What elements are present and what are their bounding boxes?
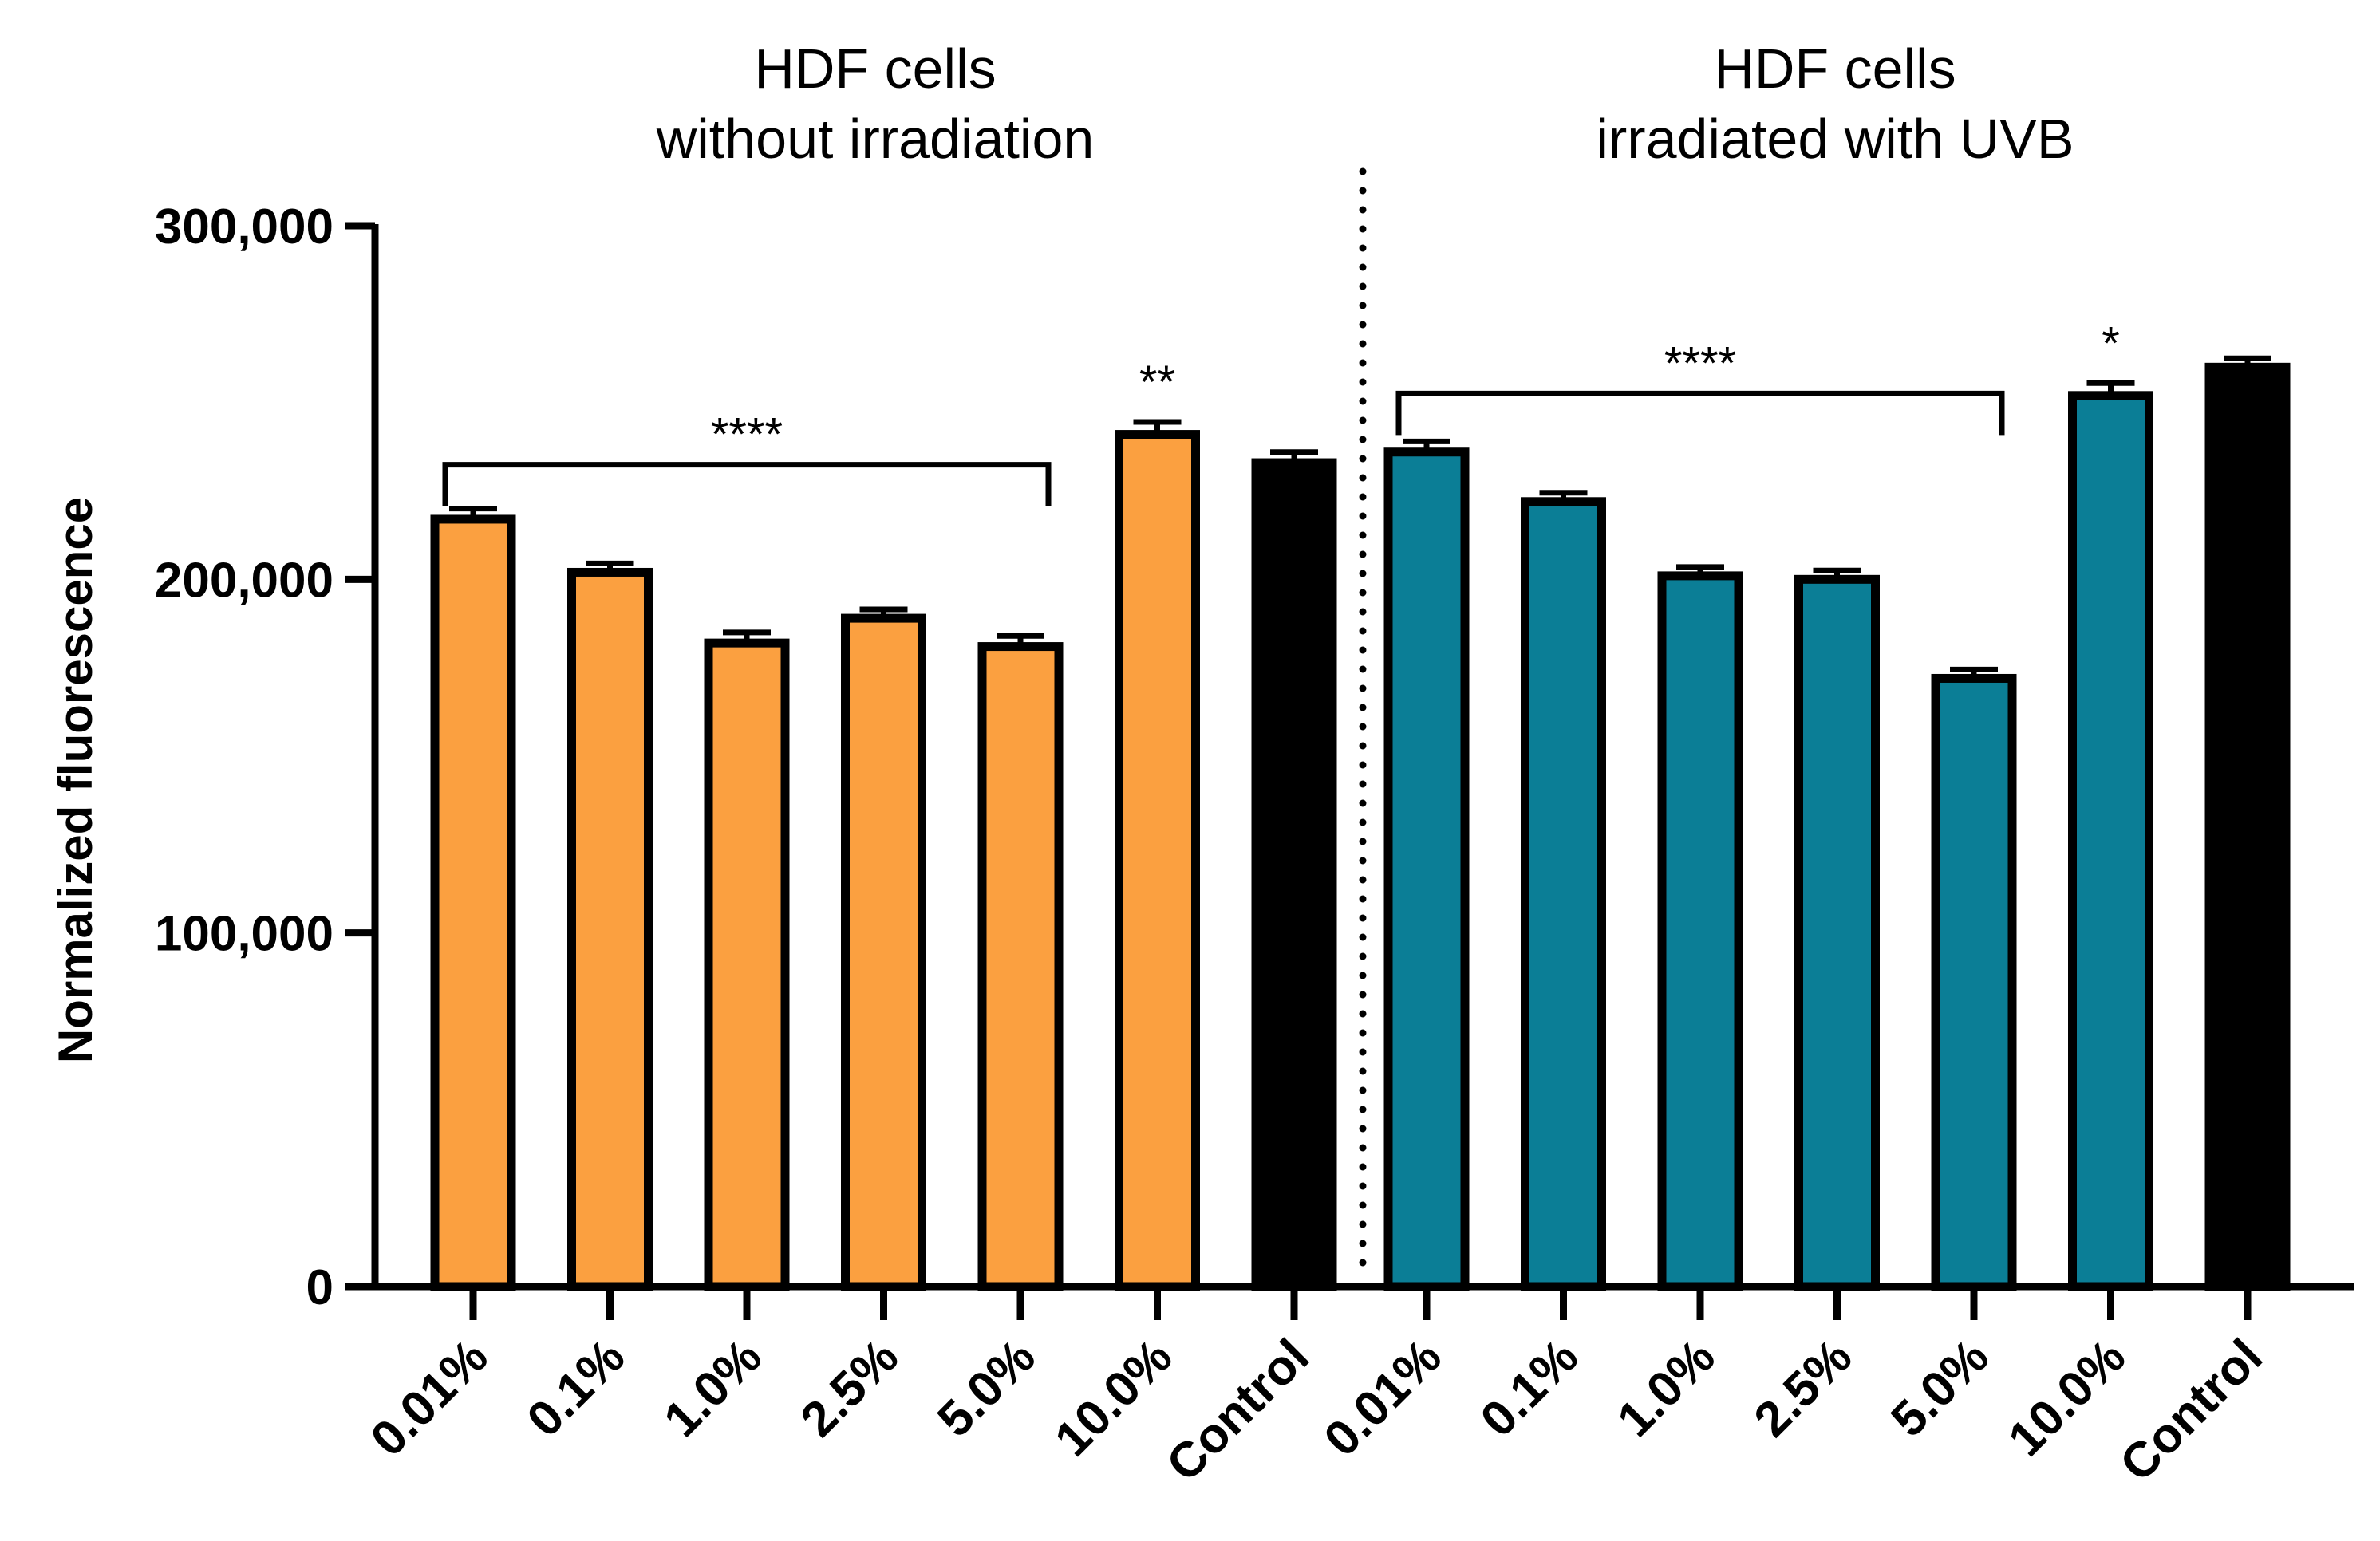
x-tick-label: 0.1% — [1470, 1329, 1589, 1448]
y-axis-label: Normalized fluorescence — [49, 497, 102, 1063]
bar — [1115, 430, 1200, 1291]
significance-label: ** — [1139, 357, 1175, 408]
x-tick-label: 2.5% — [1744, 1329, 1863, 1448]
bar — [977, 642, 1064, 1291]
x-tick-label: 1.0% — [653, 1329, 772, 1448]
y-tick-label: 100,000 — [155, 907, 334, 962]
group-titles: HDF cells without irradiation HDF cells irr… — [656, 37, 2074, 170]
bar — [704, 638, 790, 1291]
x-tick-label: 0.1% — [517, 1329, 636, 1448]
x-tick-label: 1.0% — [1607, 1329, 1726, 1448]
bar — [2204, 362, 2291, 1291]
bar — [1251, 458, 1337, 1291]
bar — [567, 567, 653, 1291]
x-tick-label: 10.0% — [1998, 1329, 2136, 1467]
bar — [1794, 574, 1880, 1291]
significance-annotations: ****** **** * — [442, 317, 2120, 506]
significance-bracket — [1395, 390, 2005, 436]
y-tick-label: 200,000 — [155, 553, 334, 608]
y-tick-label: 300,000 — [155, 199, 334, 254]
bracket-label: **** — [711, 409, 783, 461]
bars — [430, 362, 2291, 1291]
x-tick-label: 5.0% — [1881, 1329, 1999, 1448]
group-title-line2: irradiated with UVB — [1596, 108, 2074, 170]
x-tick-label: 10.0% — [1044, 1329, 1182, 1467]
bracket-label: **** — [1664, 337, 1736, 389]
y-tick-label: 0 — [306, 1260, 334, 1315]
bar — [2068, 391, 2153, 1291]
x-tick-label: Control — [2110, 1329, 2273, 1492]
x-tick-label: 0.01% — [1314, 1329, 1452, 1467]
y-axis: 0 100,000 200,000 300,000 Normalized fluores… — [49, 199, 379, 1315]
bar — [430, 514, 516, 1291]
bar — [1383, 447, 1470, 1291]
significance-bracket — [442, 462, 1052, 506]
bar — [1657, 571, 1743, 1291]
x-tick-label: 2.5% — [791, 1329, 910, 1448]
group-title-line1: HDF cells — [1714, 37, 1956, 100]
error-bars — [449, 355, 2271, 679]
x-tick-label: 0.01% — [361, 1329, 499, 1467]
group-title-line1: HDF cells — [754, 37, 996, 100]
x-tick-label: Control — [1156, 1329, 1320, 1492]
group-title-line2: without irradiation — [656, 108, 1095, 170]
bar — [841, 613, 926, 1291]
bar — [1521, 497, 1606, 1291]
bar — [1931, 673, 2017, 1291]
x-tick-label: 5.0% — [927, 1329, 1046, 1448]
significance-label: * — [2102, 317, 2120, 369]
